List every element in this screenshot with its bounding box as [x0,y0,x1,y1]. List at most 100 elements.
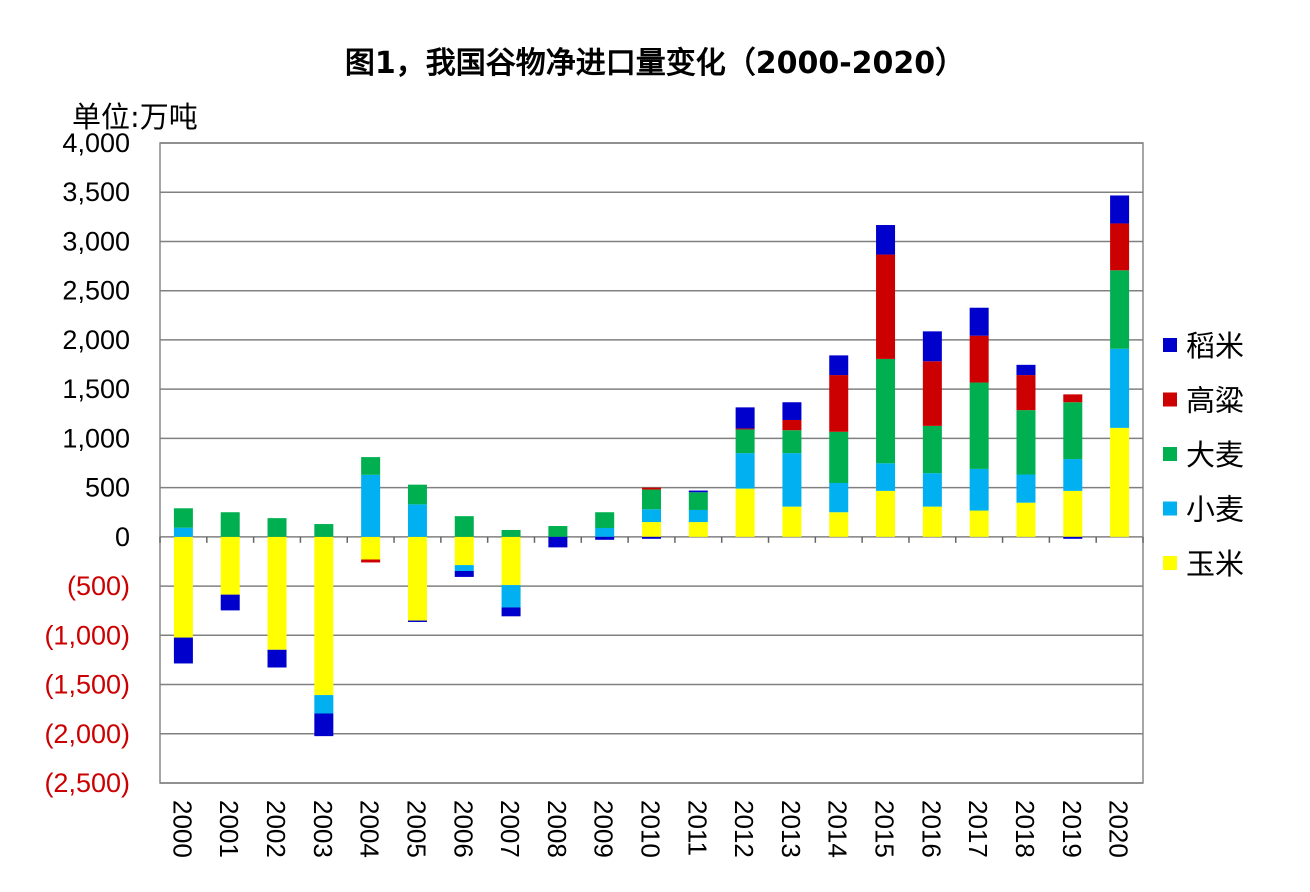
x-tick-label: 2012 [729,800,759,858]
bar-segment-2014 [829,375,849,432]
bar-segment-2003 [314,524,334,537]
y-tick-label: 2,500 [62,276,130,306]
x-tick-label: 2020 [1104,800,1134,858]
x-tick-label: 2015 [870,800,900,858]
bar-segment-2007 [501,529,521,537]
x-tick-label: 2018 [1010,800,1040,858]
x-tick-label: 2016 [916,800,946,858]
legend-label: 小麦 [1186,493,1244,527]
bar-segment-2015 [876,254,896,359]
y-tick-label: 3,000 [62,226,130,256]
bar-segment-2000 [173,508,193,528]
bar-segment-2004 [361,536,381,560]
y-tick-label: (2,000) [44,719,130,749]
bar-segment-2011 [688,490,708,493]
y-tick-label: 500 [85,473,130,503]
bar-segment-2005 [407,504,427,537]
bar-segment-2010 [642,487,661,490]
bar-segment-2005 [407,620,427,623]
bar-segment-2010 [642,489,661,510]
bar-segment-2018 [1016,502,1036,537]
x-tick-label: 2013 [776,800,806,858]
bar-segment-2016 [922,331,942,362]
bar-segment-2002 [267,536,287,650]
x-tick-label: 2000 [167,800,197,858]
legend-label: 高粱 [1186,384,1244,418]
bar-segment-2016 [922,506,942,537]
bar-segment-2017 [969,335,989,383]
bar-segment-2003 [314,536,334,696]
bar-segment-2013 [782,419,802,431]
bar-segment-2003 [314,713,334,737]
y-tick-label: (500) [67,571,130,601]
y-axis-unit-label: 单位:万吨 [72,100,198,134]
bar-segment-2005 [407,484,427,505]
bar-segment-2017 [969,510,989,537]
x-tick-label: 2003 [308,800,338,858]
legend-label: 大麦 [1186,438,1244,472]
legend-label: 稻米 [1186,329,1244,363]
bar-segment-2015 [876,225,896,255]
bar-segment-2011 [688,492,708,510]
y-tick-label: 4,000 [62,128,130,158]
bar-segment-2020 [1110,348,1130,428]
bar-segment-2020 [1110,223,1130,271]
x-tick-label: 2005 [401,800,431,858]
bar-segment-2019 [1063,490,1083,537]
x-tick-label: 2009 [589,800,619,858]
legend-swatch [1163,392,1177,407]
bar-segment-2014 [829,482,849,513]
bar-segment-2014 [829,431,849,483]
x-tick-label: 2007 [495,800,525,858]
bar-segment-2019 [1063,394,1083,403]
bar-segment-2013 [782,506,802,537]
y-tick-label: 2,000 [62,325,130,355]
bar-segment-2002 [267,649,287,668]
bar-segment-2018 [1016,375,1036,411]
bar-segment-2001 [220,536,240,595]
x-tick-label: 2002 [261,800,291,858]
y-tick-label: (2,500) [44,768,130,798]
bar-segment-2017 [969,382,989,469]
y-tick-label: (1,000) [44,620,130,650]
y-tick-label: 3,500 [62,177,130,207]
bar-segment-2011 [688,509,708,523]
bar-segment-2015 [876,463,896,491]
bar-segment-2014 [829,512,849,537]
plot-area [159,142,1144,784]
bar-segment-2006 [454,516,474,537]
bar-segment-2013 [782,453,802,507]
bar-segment-2018 [1016,364,1036,376]
bar-segment-2004 [361,474,381,537]
legend-swatch [1163,501,1177,516]
bar-segment-2020 [1110,427,1130,537]
bar-segment-2006 [454,565,474,572]
y-tick-label: 0 [115,522,130,552]
bar-segment-2006 [454,536,474,566]
x-tick-label: 2010 [636,800,666,858]
bar-segment-2003 [314,695,334,714]
bar-segment-2008 [548,536,568,548]
bar-segment-2010 [642,536,661,539]
x-tick-label: 2008 [542,800,572,858]
bar-segment-2019 [1063,536,1083,539]
legend-swatch [1163,338,1177,352]
bar-segment-2015 [876,358,896,464]
bar-segment-2007 [501,536,521,586]
legend-label: 玉米 [1186,547,1244,581]
bar-segment-2012 [735,488,755,537]
y-tick-label: 1,500 [62,374,130,404]
legend-swatch [1163,447,1177,461]
bar-segment-2001 [220,594,240,611]
bar-segment-2018 [1016,474,1036,503]
bar-segment-2017 [969,468,989,511]
bar-segment-2017 [969,307,989,336]
y-tick-label: 1,000 [62,423,130,453]
bar-segment-2020 [1110,195,1130,224]
y-tick-label: (1,500) [44,670,130,700]
bar-segment-2020 [1110,270,1130,349]
bar-segment-2000 [173,536,193,638]
bar-segment-2004 [361,457,381,475]
bar-segment-2011 [688,522,708,537]
